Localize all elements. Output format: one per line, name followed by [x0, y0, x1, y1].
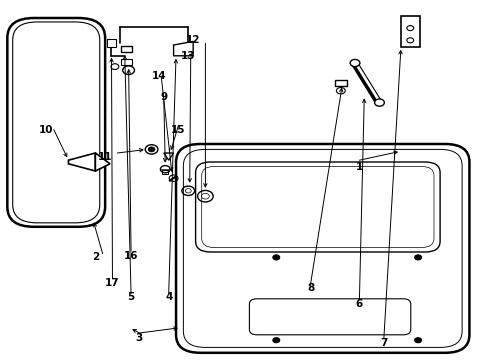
- Bar: [121, 46, 132, 52]
- Text: 7: 7: [379, 338, 387, 348]
- Bar: [121, 59, 132, 65]
- Circle shape: [374, 99, 384, 106]
- Circle shape: [148, 147, 155, 152]
- Text: 3: 3: [136, 333, 142, 343]
- Text: 2: 2: [92, 252, 99, 262]
- Polygon shape: [163, 153, 173, 160]
- Circle shape: [349, 59, 359, 67]
- Circle shape: [336, 87, 345, 94]
- Text: 6: 6: [355, 299, 362, 309]
- Circle shape: [145, 145, 158, 154]
- Bar: [162, 170, 168, 174]
- Text: 17: 17: [105, 278, 120, 288]
- Text: 11: 11: [98, 152, 112, 162]
- Text: 16: 16: [123, 251, 138, 261]
- Polygon shape: [95, 153, 110, 171]
- Text: 9: 9: [160, 92, 167, 102]
- Bar: [334, 80, 346, 86]
- Circle shape: [272, 338, 279, 343]
- Circle shape: [406, 38, 413, 43]
- Bar: [106, 39, 116, 47]
- Text: 15: 15: [171, 125, 185, 135]
- Text: 13: 13: [181, 51, 195, 61]
- Polygon shape: [173, 41, 193, 56]
- FancyBboxPatch shape: [176, 144, 468, 353]
- Bar: [400, 16, 419, 47]
- Text: 4: 4: [164, 292, 172, 302]
- Circle shape: [272, 255, 279, 260]
- Text: 10: 10: [39, 125, 54, 135]
- Text: 1: 1: [355, 162, 362, 172]
- Text: 8: 8: [306, 283, 313, 293]
- Text: 5: 5: [127, 292, 134, 302]
- Text: 12: 12: [185, 35, 200, 45]
- Polygon shape: [68, 153, 95, 171]
- Text: 14: 14: [151, 71, 166, 81]
- Circle shape: [414, 338, 421, 343]
- Circle shape: [414, 255, 421, 260]
- Circle shape: [406, 26, 413, 31]
